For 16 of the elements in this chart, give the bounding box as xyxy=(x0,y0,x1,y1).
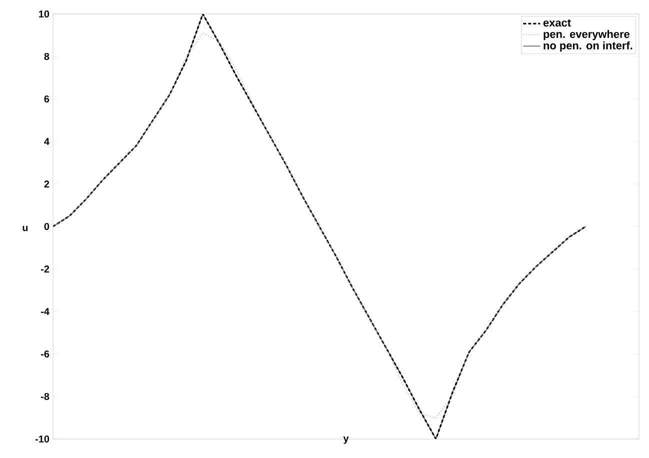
legend-label: exact xyxy=(543,19,571,27)
y-tick-label: 8 xyxy=(44,52,50,60)
y-tick-label: 10 xyxy=(39,10,50,18)
y-tick-label: -10 xyxy=(35,435,50,443)
y-tick-label: 4 xyxy=(44,138,50,145)
y-tick-label: -4 xyxy=(41,308,50,315)
y-tick-label: -2 xyxy=(41,266,50,272)
y-tick-label: 6 xyxy=(44,95,50,103)
x-axis-title: y xyxy=(343,436,349,444)
y-tick-label: 0 xyxy=(44,222,50,230)
y-tick-label: 2 xyxy=(44,180,50,188)
y-tick-label: -6 xyxy=(41,350,50,358)
y-tick-label: -8 xyxy=(41,392,50,400)
legend-label: pen. everywhere xyxy=(544,30,630,40)
y-axis-title: u xyxy=(22,226,28,232)
legend-label: no pen. on interf. xyxy=(544,41,632,52)
